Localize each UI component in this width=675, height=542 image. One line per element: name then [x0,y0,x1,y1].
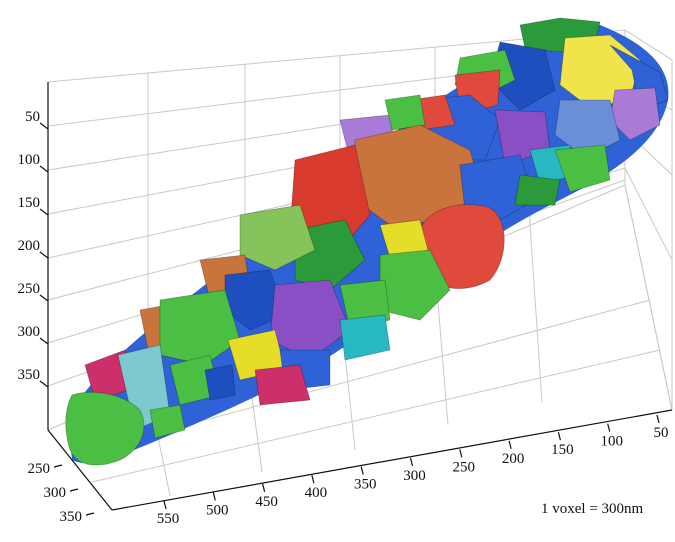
x-tick-label: 100 [600,434,623,450]
z-tick-label-mark [39,122,49,130]
grain-cluster [65,17,669,466]
x-tick-label-mark [311,475,315,484]
x-axis: 550 500 450 400 350 300 250 200 150 100 50 [157,414,669,527]
x-tick-label: 500 [206,502,229,518]
x-tick-label-mark [459,449,463,458]
y-tick-label: 250 [28,461,51,477]
x-tick-label: 150 [551,442,574,458]
x-tick-label: 350 [354,477,377,493]
z-tick-label: 50 [25,109,40,125]
x-tick-label: 400 [305,485,328,501]
z-tick-label: 300 [18,324,41,340]
x-tick-label-mark [508,440,512,449]
x-tick-label: 250 [453,459,476,475]
axes-lines [47,82,673,511]
z-tick-label-mark [39,294,49,302]
x-tick-label-mark [360,466,364,475]
z-tick-label-mark [39,380,49,388]
x-tick-label: 200 [502,451,525,467]
z-tick-label: 200 [18,238,41,254]
x-tick-label-mark [212,492,216,501]
z-tick-label-mark [39,337,49,345]
y-tick-label: 300 [44,485,67,501]
z-tick-label: 100 [18,152,41,168]
y-tick-label-mark [53,464,63,468]
x-tick-label-mark [557,432,561,441]
z-tick-label: 150 [18,195,41,211]
z-tick-label: 350 [18,367,41,383]
z-tick-label: 250 [18,281,41,297]
z-tick-label-mark [39,251,49,259]
x-tick-label: 300 [403,468,426,484]
x-tick-label: 450 [255,494,278,510]
x-tick-label-mark [262,483,266,492]
x-tick-label-mark [656,414,660,424]
x-tick-label: 550 [157,511,180,527]
x-tick-label-mark [607,423,611,432]
y-tick-label: 350 [60,509,83,525]
x-tick-label-mark [163,500,167,510]
scale-label: 1 voxel = 300nm [541,501,644,517]
z-tick-label-mark [39,208,49,216]
x-tick-label: 50 [654,425,669,441]
y-tick-label-mark [85,512,95,516]
z-tick-label-mark [39,165,49,173]
y-tick-label-mark [69,488,79,492]
y-axis: 250 300 350 [28,461,95,525]
x-tick-label-mark [409,457,414,467]
z-axis: 50 100 150 200 250 300 350 [18,109,49,388]
